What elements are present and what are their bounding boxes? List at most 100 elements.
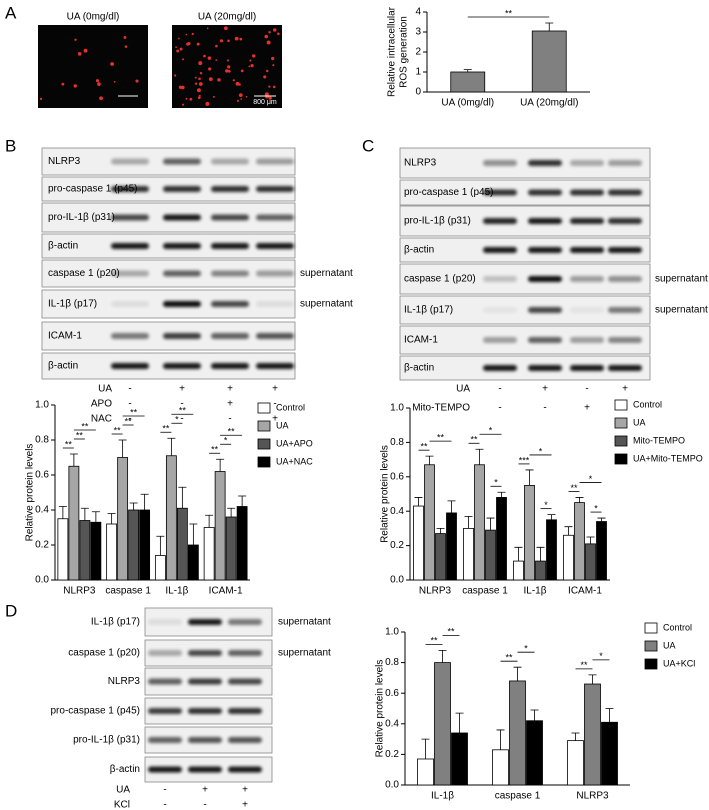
error-bar bbox=[436, 528, 445, 534]
bar bbox=[463, 528, 474, 581]
cell bbox=[99, 96, 103, 101]
band bbox=[228, 737, 262, 743]
error-bar bbox=[425, 455, 434, 465]
cell bbox=[234, 36, 239, 41]
significance-label: * bbox=[599, 651, 603, 661]
cell bbox=[272, 64, 275, 67]
legend-label: UA+NAC bbox=[276, 456, 313, 466]
error-bar bbox=[91, 511, 100, 523]
error-bar bbox=[414, 497, 423, 507]
band bbox=[256, 214, 294, 221]
cell bbox=[277, 32, 280, 36]
treatment-sign: + bbox=[202, 785, 208, 796]
cell bbox=[252, 54, 256, 58]
error-bar bbox=[107, 513, 116, 524]
error-bar bbox=[475, 448, 484, 465]
y-tick-label: 0.0 bbox=[35, 575, 49, 586]
bar bbox=[567, 740, 584, 786]
error-bar bbox=[530, 709, 539, 721]
y-tick-label: 0.4 bbox=[35, 505, 49, 516]
legend-swatch bbox=[614, 399, 628, 411]
band bbox=[211, 186, 249, 192]
y-tick-label: 0.4 bbox=[390, 506, 404, 517]
significance-label: * bbox=[589, 474, 593, 484]
error-bar bbox=[129, 502, 138, 510]
error-bar bbox=[486, 517, 495, 531]
cell bbox=[239, 37, 243, 41]
band bbox=[570, 160, 604, 166]
y-tick-label: 0.8 bbox=[35, 435, 49, 446]
treatment-sign: - bbox=[180, 414, 183, 425]
cell bbox=[73, 84, 77, 88]
band bbox=[188, 708, 222, 714]
band bbox=[608, 276, 642, 282]
error-bar bbox=[464, 515, 473, 529]
y-axis-label: Relative protein levels bbox=[25, 444, 36, 542]
y-tick-label: 0.8 bbox=[390, 437, 404, 448]
blot-label: ICAM-1 bbox=[404, 335, 438, 346]
legend-swatch bbox=[614, 417, 628, 429]
treatment-sign: + bbox=[542, 384, 548, 395]
micrograph bbox=[38, 25, 148, 108]
y-tick-label: 1.0 bbox=[390, 403, 404, 414]
bar bbox=[214, 471, 226, 581]
blot-label: β-actin bbox=[110, 764, 140, 775]
band bbox=[148, 737, 182, 743]
band bbox=[608, 160, 642, 166]
cell bbox=[225, 69, 229, 73]
y-tick-label: 0.0 bbox=[390, 575, 404, 586]
band bbox=[188, 678, 222, 685]
cell bbox=[197, 96, 201, 100]
cell bbox=[227, 39, 230, 43]
treatment-name: APO bbox=[91, 399, 112, 410]
band bbox=[483, 276, 517, 282]
cell bbox=[185, 97, 188, 100]
x-tick-label: caspase 1 bbox=[105, 586, 151, 597]
cell bbox=[135, 79, 139, 83]
treatment-sign: - bbox=[228, 414, 231, 425]
error-bar bbox=[438, 649, 447, 663]
bar bbox=[513, 560, 524, 581]
bar bbox=[524, 484, 535, 581]
cell bbox=[97, 82, 101, 87]
blot-label: pro-IL-1β (p31) bbox=[48, 212, 115, 223]
bar bbox=[68, 465, 80, 581]
blot-label: β-actin bbox=[404, 363, 434, 374]
band bbox=[148, 650, 182, 656]
cell bbox=[273, 28, 277, 32]
band bbox=[608, 365, 642, 371]
legend-label: UA+Mito-TEMPO bbox=[633, 453, 703, 463]
cell bbox=[272, 85, 276, 89]
error-bar bbox=[118, 439, 127, 458]
x-tick-label: IL-1β bbox=[524, 586, 547, 597]
bar bbox=[584, 683, 601, 786]
x-tick-label: NLRP3 bbox=[419, 586, 452, 597]
y-tick-label: 1.0 bbox=[385, 627, 399, 638]
band bbox=[528, 218, 562, 224]
band bbox=[570, 337, 604, 343]
x-tick-label: ICAM-1 bbox=[209, 586, 243, 597]
legend-label: Mito-TEMPO bbox=[633, 435, 685, 445]
y-axis-label: Relative protein levels bbox=[375, 660, 386, 758]
treatment-sign: + bbox=[272, 414, 278, 425]
error-bar bbox=[421, 738, 430, 759]
cell bbox=[268, 85, 271, 88]
treatment-sign: + bbox=[272, 384, 278, 395]
cell bbox=[124, 45, 128, 48]
band bbox=[211, 301, 249, 307]
band bbox=[211, 158, 249, 165]
blot-label: NLRP3 bbox=[404, 158, 437, 169]
band bbox=[188, 766, 222, 773]
band bbox=[483, 160, 517, 166]
cell bbox=[217, 78, 221, 82]
band bbox=[188, 619, 222, 625]
y-tick-label: 0.4 bbox=[385, 718, 399, 729]
treatment-sign: - bbox=[273, 399, 276, 410]
band bbox=[111, 363, 149, 369]
cell bbox=[219, 39, 224, 43]
cell bbox=[179, 47, 183, 51]
legend-swatch bbox=[644, 658, 658, 670]
band bbox=[228, 678, 262, 685]
panel-letter: D bbox=[5, 601, 17, 620]
